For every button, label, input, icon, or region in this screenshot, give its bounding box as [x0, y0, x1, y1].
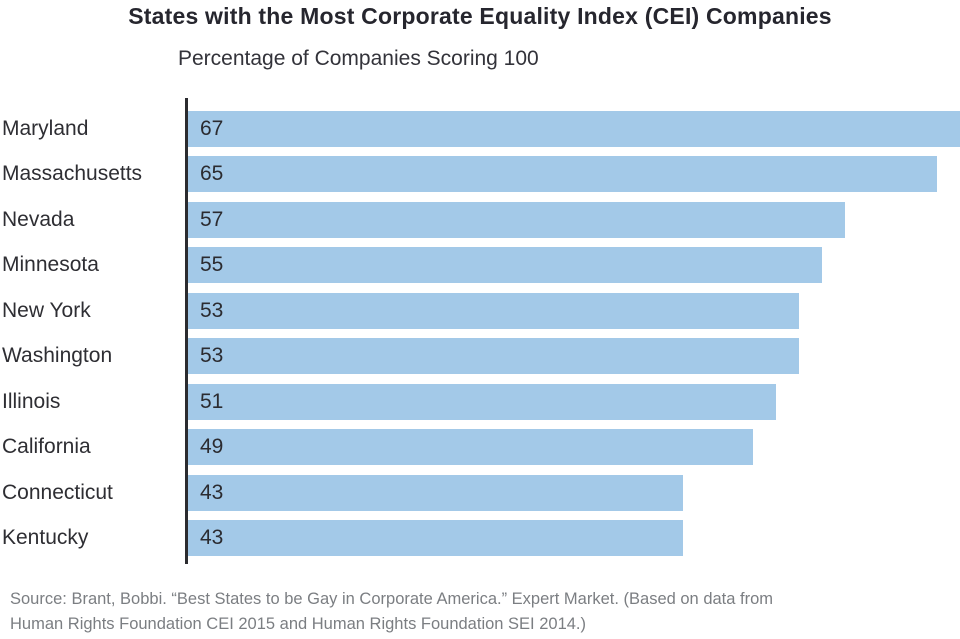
bar: 49	[188, 429, 753, 466]
chart-row: Massachusetts 65	[0, 152, 960, 198]
category-label: Massachusetts	[2, 162, 143, 186]
chart-row: Kentucky 43	[0, 516, 960, 562]
chart-row: Nevada 57	[0, 197, 960, 243]
bar-track: 65	[188, 156, 960, 193]
value-label: 53	[200, 298, 224, 322]
value-label: 43	[200, 526, 224, 550]
bar-chart: Maryland 67 Massachusetts 65 Nevada 57 Minneso…	[0, 98, 960, 564]
bar: 51	[188, 383, 776, 420]
value-label: 67	[200, 116, 224, 140]
bar: 43	[188, 520, 684, 557]
chart-title: States with the Most Corporate Equality …	[128, 3, 832, 29]
value-label: 65	[200, 162, 224, 186]
category-label: Connecticut	[2, 480, 113, 504]
value-label: 53	[200, 344, 224, 368]
bar: 43	[188, 474, 684, 511]
source-note: Source: Brant, Bobbi. “Best States to be…	[0, 587, 960, 637]
bar: 57	[188, 201, 845, 238]
chart-row: Maryland 67	[0, 106, 960, 152]
category-label: Washington	[2, 344, 113, 368]
category-label: Kentucky	[2, 526, 89, 550]
bar-track: 67	[188, 110, 960, 147]
category-label: New York	[2, 298, 91, 322]
chart-subtitle: Percentage of Companies Scoring 100	[178, 47, 539, 70]
bar: 67	[188, 110, 960, 147]
chart-row: Illinois 51	[0, 379, 960, 425]
chart-row: Washington 53	[0, 334, 960, 380]
value-label: 49	[200, 435, 224, 459]
y-axis-line	[185, 98, 188, 564]
bar-track: 49	[188, 429, 960, 466]
chart-row: Connecticut 43	[0, 470, 960, 516]
source-note-line2: Human Rights Foundation CEI 2015 and Hum…	[10, 615, 587, 633]
category-label: Nevada	[2, 207, 75, 231]
bar-track: 53	[188, 338, 960, 375]
bar: 55	[188, 247, 822, 284]
category-label: Maryland	[2, 116, 89, 140]
chart-row: California 49	[0, 425, 960, 471]
chart-rows: Maryland 67 Massachusetts 65 Nevada 57 Minneso…	[0, 106, 960, 561]
bar-track: 43	[188, 520, 960, 557]
bar: 65	[188, 156, 937, 193]
category-label: California	[2, 435, 91, 459]
value-label: 57	[200, 207, 224, 231]
bar: 53	[188, 338, 799, 375]
bar-track: 55	[188, 247, 960, 284]
chart-row: New York 53	[0, 288, 960, 334]
bar-track: 57	[188, 201, 960, 238]
category-label: Illinois	[2, 389, 61, 413]
chart-row: Minnesota 55	[0, 243, 960, 289]
source-note-line1: Source: Brant, Bobbi. “Best States to be…	[10, 590, 774, 608]
bar-track: 43	[188, 474, 960, 511]
value-label: 43	[200, 480, 224, 504]
bar-track: 53	[188, 292, 960, 329]
value-label: 55	[200, 253, 224, 277]
category-label: Minnesota	[2, 253, 99, 277]
bar-track: 51	[188, 383, 960, 420]
value-label: 51	[200, 389, 224, 413]
bar: 53	[188, 292, 799, 329]
